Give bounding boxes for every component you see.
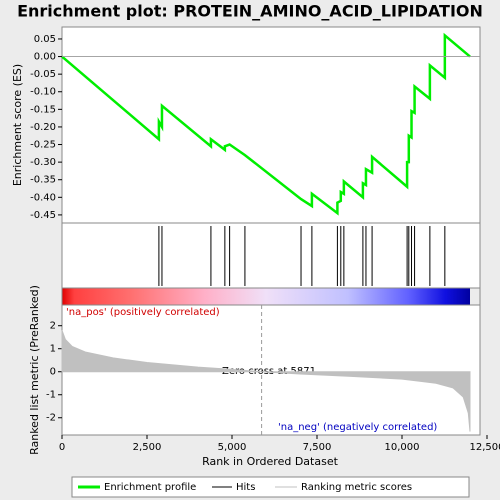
- hits-panel: [61, 222, 481, 289]
- legend: [71, 476, 470, 498]
- y-axis-label: Ranked list metric (PreRanked): [28, 285, 41, 455]
- legend-label: Ranking metric scores: [301, 482, 412, 493]
- metric-area: [61, 330, 471, 432]
- y-tick-label: -0.40: [30, 192, 56, 203]
- y-tick-label: -2: [46, 413, 56, 424]
- y-tick-label: 0.05: [34, 34, 56, 45]
- y-tick-label: 1: [50, 344, 56, 355]
- enrichment-line: [61, 32, 471, 216]
- x-tick-label: 10,000: [385, 442, 420, 453]
- y-tick-label: 0: [50, 367, 56, 378]
- x-tick-label: 7,500: [303, 442, 332, 453]
- y-tick-label: -0.15: [30, 104, 56, 115]
- y-tick-label: 0.00: [34, 52, 56, 63]
- y-tick-label: -1: [46, 390, 56, 401]
- y-tick-label: 2: [50, 321, 56, 332]
- annotation: 'na_neg' (negatively correlated): [278, 422, 437, 433]
- y-axis-label: Enrichment score (ES): [11, 64, 24, 186]
- x-tick-label: 2,500: [133, 442, 162, 453]
- color-bar: [62, 288, 470, 305]
- y-tick-label: -0.35: [30, 175, 56, 186]
- y-tick-label: -0.20: [30, 122, 56, 133]
- x-tick-label: 12,500: [470, 442, 500, 453]
- legend-label: Hits: [236, 482, 255, 493]
- x-axis-label: Rank in Ordered Dataset: [202, 455, 339, 468]
- x-tick-label: 0: [59, 442, 65, 453]
- y-tick-label: -0.10: [30, 87, 56, 98]
- y-tick-label: -0.45: [30, 210, 56, 221]
- x-tick-label: 5,000: [218, 442, 247, 453]
- annotation: 'na_pos' (positively correlated): [66, 307, 220, 318]
- y-tick-label: -0.05: [30, 69, 56, 80]
- y-tick-label: -0.25: [30, 140, 56, 151]
- legend-label: Enrichment profile: [104, 482, 196, 493]
- chart-title: Enrichment plot: PROTEIN_AMINO_ACID_LIPI…: [17, 2, 483, 21]
- y-tick-label: -0.30: [30, 157, 56, 168]
